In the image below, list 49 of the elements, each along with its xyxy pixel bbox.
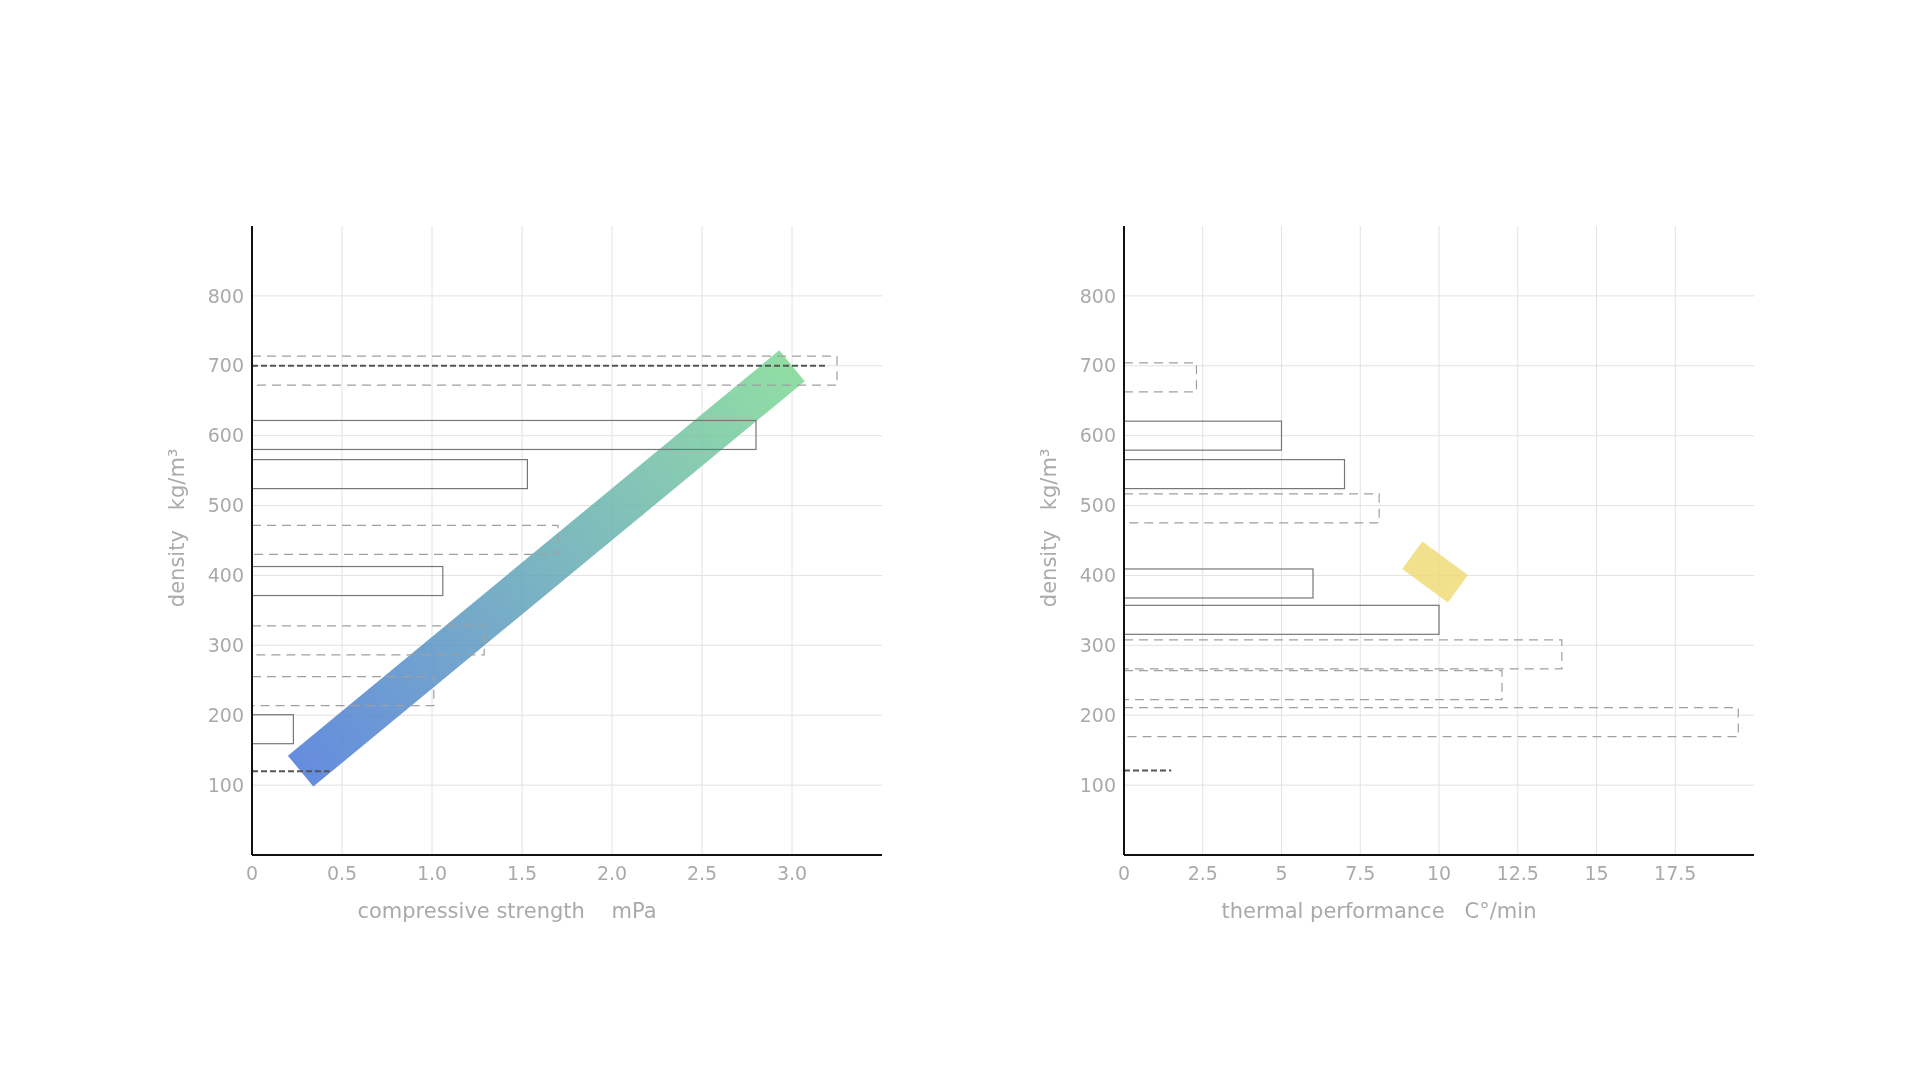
bar [251, 625, 485, 656]
bar [1123, 420, 1283, 451]
bar [251, 524, 559, 555]
x-tick-label: 7.5 [1345, 862, 1376, 884]
y-tick-label: 500 [207, 494, 244, 517]
y-tick-label: 400 [207, 564, 244, 587]
y-axis-title: density kg/m³ [1037, 448, 1061, 608]
y-tick-label: 300 [207, 633, 244, 656]
x-tick-label: 3.0 [776, 862, 808, 884]
x-tick-label: 10 [1426, 862, 1452, 884]
x-tick-label: 12.5 [1496, 862, 1539, 884]
x-tick-label: 2.5 [1187, 862, 1218, 884]
bar [1123, 604, 1440, 635]
y-tick-label: 200 [1079, 703, 1116, 726]
x-tick-label: 1.5 [506, 862, 538, 884]
x-tick-label: 17.5 [1654, 862, 1697, 884]
bar [1123, 459, 1346, 490]
x-tick-label: 5 [1275, 862, 1288, 884]
y-tick-label: 300 [1079, 633, 1116, 656]
y-tick-label: 100 [207, 773, 244, 796]
y-tick-label: 500 [1079, 494, 1116, 517]
y-tick-label: 100 [1079, 773, 1116, 796]
y-tick-label: 200 [207, 703, 244, 726]
bar [1123, 493, 1380, 524]
bar [251, 459, 528, 490]
y-axis-title: density kg/m³ [165, 448, 189, 608]
y-tick-label: 700 [207, 354, 244, 377]
y-tick-label: 800 [207, 284, 244, 307]
bar [1123, 568, 1314, 599]
x-tick-label: 15 [1584, 862, 1609, 884]
x-tick-label: 2.0 [596, 862, 628, 884]
bar [251, 355, 838, 386]
x-axis-title: thermal performance C°/min [1221, 899, 1537, 923]
bar [1123, 362, 1198, 393]
x-tick-label: 0 [245, 862, 259, 884]
x-tick-label: 1.0 [416, 862, 448, 884]
bar [251, 565, 444, 597]
y-tick-label: 800 [1079, 284, 1116, 307]
bar [251, 419, 757, 451]
y-tick-label: 700 [1079, 354, 1116, 377]
bar [1123, 707, 1739, 738]
y-tick-label: 600 [207, 424, 244, 447]
x-tick-label: 0 [1117, 862, 1131, 884]
bar [251, 676, 435, 707]
x-tick-label: 2.5 [686, 862, 718, 884]
y-tick-label: 600 [1079, 424, 1116, 447]
y-tick-label: 400 [1079, 564, 1116, 587]
x-tick-label: 0.5 [326, 862, 358, 884]
x-axis-title: compressive strength mPa [357, 899, 657, 923]
